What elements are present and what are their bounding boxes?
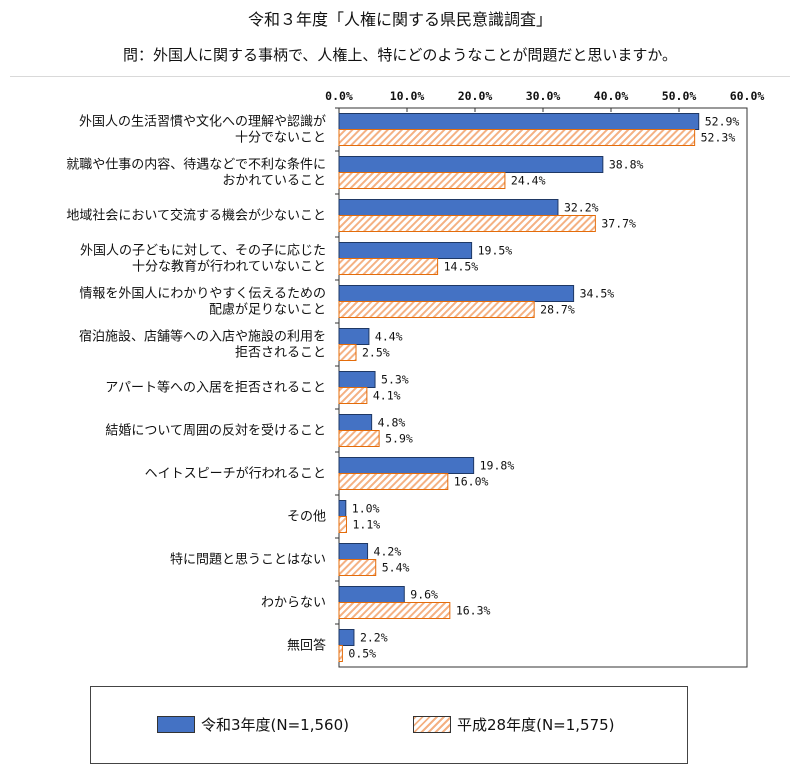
x-tick-label: 0.0% xyxy=(325,89,353,103)
plot-frame xyxy=(338,107,748,668)
value-label-series-a: 19.8% xyxy=(480,459,515,473)
category-label: ヘイトスピーチが行われること xyxy=(145,467,326,482)
category-label: 特に問題と思うことはない xyxy=(170,553,326,568)
category-label: 地域社会において交流する機会が少ないこと xyxy=(66,208,326,224)
bar-series-a xyxy=(338,199,559,216)
bar-series-b xyxy=(338,516,347,533)
value-label-series-a: 2.2% xyxy=(360,631,388,645)
bar-series-a xyxy=(338,328,370,345)
legend: 令和3年度(N=1,560) 平成28年度(N=1,575) xyxy=(90,686,688,764)
category-label: 拒否されること xyxy=(235,346,326,361)
category-label: 配慮が足りないこと xyxy=(209,303,326,318)
bar-series-a xyxy=(338,629,355,646)
chart-title: 令和３年度「人権に関する県民意識調査」 xyxy=(247,10,552,29)
value-label-series-b: 0.5% xyxy=(348,647,376,661)
value-label-series-b: 14.5% xyxy=(444,260,479,274)
category-label: 宿泊施設、店舗等への入店や施設の利用を xyxy=(79,329,326,345)
title-divider xyxy=(10,76,790,77)
bars-layer xyxy=(338,113,700,662)
bar-series-b xyxy=(338,602,451,619)
bar-series-a xyxy=(338,156,604,173)
bar-series-a xyxy=(338,113,700,130)
bar-series-b xyxy=(338,344,357,361)
x-tick-label: 50.0% xyxy=(662,89,697,103)
value-label-series-b: 16.3% xyxy=(456,604,491,618)
bar-series-b xyxy=(338,473,449,490)
category-label: わからない xyxy=(261,596,326,611)
bar-series-a xyxy=(338,414,373,431)
category-label: 十分な教育が行われていないこと xyxy=(132,259,326,275)
category-label: アパート等への入居を拒否されること xyxy=(105,380,326,396)
bar-series-b xyxy=(338,215,596,232)
value-label-series-a: 34.5% xyxy=(580,287,615,301)
bar-series-a xyxy=(338,586,405,603)
legend-swatch-solid xyxy=(157,716,195,733)
value-label-series-a: 32.2% xyxy=(564,201,599,215)
value-label-series-b: 4.1% xyxy=(373,389,401,403)
bar-series-a xyxy=(338,242,473,259)
value-label-series-b: 24.4% xyxy=(511,174,546,188)
bar-chart: 0.0% 10.0% 20.0% 30.0% 40.0% 50.0% 60.0% 外国人の生… xyxy=(66,89,765,668)
bar-series-a xyxy=(338,371,376,388)
value-label-series-a: 9.6% xyxy=(410,588,438,602)
value-label-series-b: 16.0% xyxy=(454,475,489,489)
x-tick-label: 40.0% xyxy=(594,89,629,103)
bar-series-b xyxy=(338,430,380,447)
category-label: おかれていること xyxy=(222,174,326,189)
value-label-series-a: 38.8% xyxy=(609,158,644,172)
value-label-series-b: 37.7% xyxy=(601,217,636,231)
bar-series-b xyxy=(338,172,506,189)
bar-series-a xyxy=(338,543,369,560)
category-label: 十分でないこと xyxy=(235,131,326,146)
bar-series-b xyxy=(338,301,535,318)
x-tick-label: 30.0% xyxy=(526,89,561,103)
legend-item-series-b: 平成28年度(N=1,575) xyxy=(413,714,615,735)
value-label-series-b: 5.9% xyxy=(385,432,413,446)
category-label: 結婚について周囲の反対を受けること xyxy=(105,424,326,439)
category-label: 情報を外国人にわかりやすく伝えるための xyxy=(79,287,326,302)
bar-series-a xyxy=(338,457,475,474)
category-label: 外国人の生活習慣や文化への理解や認識が xyxy=(79,114,326,130)
bar-series-b xyxy=(338,258,439,275)
category-label: 外国人の子どもに対して、その子に応じた xyxy=(80,244,326,259)
bar-series-b xyxy=(338,387,368,404)
value-label-series-a: 4.8% xyxy=(378,416,406,430)
value-label-series-b: 5.4% xyxy=(382,561,410,575)
value-label-series-b: 2.5% xyxy=(362,346,390,360)
value-label-series-a: 1.0% xyxy=(352,502,380,516)
value-label-series-a: 4.2% xyxy=(374,545,402,559)
x-tick-label: 10.0% xyxy=(390,89,425,103)
value-label-series-b: 28.7% xyxy=(540,303,575,317)
x-tick-label: 60.0% xyxy=(730,89,765,103)
category-label: 就職や仕事の内容、待遇などで不利な条件に xyxy=(66,157,326,173)
bar-series-b xyxy=(338,645,343,662)
bar-series-a xyxy=(338,285,575,302)
value-label-series-b: 1.1% xyxy=(352,518,380,532)
bar-series-a xyxy=(338,500,347,517)
value-label-series-a: 4.4% xyxy=(375,330,403,344)
value-label-series-a: 19.5% xyxy=(478,244,513,258)
survey-question: 問：外国人に関する事柄で、人権上、特にどのようなことが問題だと思いますか。 xyxy=(122,46,678,64)
bar-series-b xyxy=(338,559,377,576)
value-label-series-a: 52.9% xyxy=(705,115,740,129)
legend-label-series-b: 平成28年度(N=1,575) xyxy=(457,716,615,734)
bar-series-b xyxy=(338,129,696,146)
legend-item-series-a: 令和3年度(N=1,560) xyxy=(157,714,349,735)
value-label-series-a: 5.3% xyxy=(381,373,409,387)
axis-layer: 0.0% 10.0% 20.0% 30.0% 40.0% 50.0% 60.0% xyxy=(325,89,765,668)
category-label: その他 xyxy=(287,510,326,525)
category-label: 無回答 xyxy=(287,638,326,654)
value-label-series-b: 52.3% xyxy=(701,131,736,145)
legend-swatch-hatched xyxy=(413,716,451,733)
x-tick-label: 20.0% xyxy=(458,89,493,103)
legend-label-series-a: 令和3年度(N=1,560) xyxy=(201,716,349,734)
